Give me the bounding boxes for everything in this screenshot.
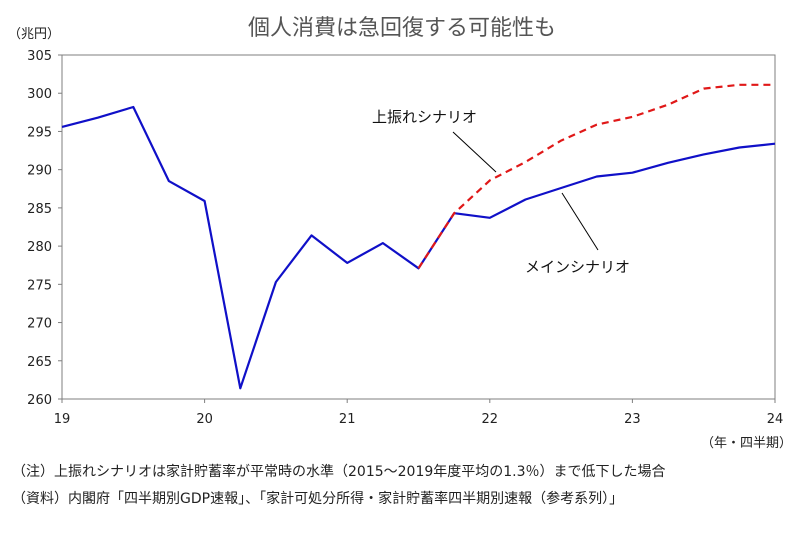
y-tick-label: 260 xyxy=(27,393,52,408)
y-tick-label: 295 xyxy=(27,125,52,140)
y-tick-label: 290 xyxy=(27,164,52,179)
x-tick-label: 22 xyxy=(482,412,499,427)
upside-leader-line xyxy=(452,131,497,173)
y-tick-label: 305 xyxy=(27,49,52,64)
y-tick-label: 285 xyxy=(27,202,52,217)
main-leader-line xyxy=(561,192,599,251)
plot-area-frame xyxy=(61,54,776,400)
x-tick-labels: 19 20 21 22 23 24 xyxy=(54,412,784,427)
x-tick-label: 19 xyxy=(54,412,71,427)
y-tick-label: 270 xyxy=(27,317,52,332)
y-tick-label: 275 xyxy=(27,278,52,293)
x-tick-label: 21 xyxy=(339,412,356,427)
x-tick-label: 20 xyxy=(196,412,213,427)
annotations: 上振れシナリオ メインシナリオ xyxy=(372,108,630,276)
y-tick-labels: 260 265 270 275 280 285 290 295 300 305 xyxy=(27,49,52,408)
main-scenario-line xyxy=(61,105,776,390)
upside-scenario-line xyxy=(417,83,775,269)
y-tick-label: 300 xyxy=(27,87,52,102)
x-tick-label: 24 xyxy=(767,412,784,427)
y-tick-label: 280 xyxy=(27,240,52,255)
series-lines xyxy=(61,83,776,390)
footnote-note: （注）上振れシナリオは家計貯蓄率が平常時の水準（2015～2019年度平均の1.… xyxy=(12,464,666,480)
y-axis-unit: （兆円） xyxy=(8,27,60,42)
x-tick-label: 23 xyxy=(624,412,641,427)
upside-scenario-label: 上振れシナリオ xyxy=(372,108,477,126)
footnote-source: （資料）内閣府「四半期別GDP速報」、「家計可処分所得・家計貯蓄率四半期別速報（… xyxy=(12,491,624,507)
axes xyxy=(58,54,776,403)
chart-title: 個人消費は急回復する可能性も xyxy=(248,16,556,41)
y-tick-label: 265 xyxy=(27,355,52,370)
chart: 個人消費は急回復する可能性も （兆円） 260 265 270 275 280 285 29… xyxy=(8,16,792,451)
main-scenario-label: メインシナリオ xyxy=(525,258,630,276)
x-axis-unit: （年・四半期） xyxy=(701,436,792,451)
